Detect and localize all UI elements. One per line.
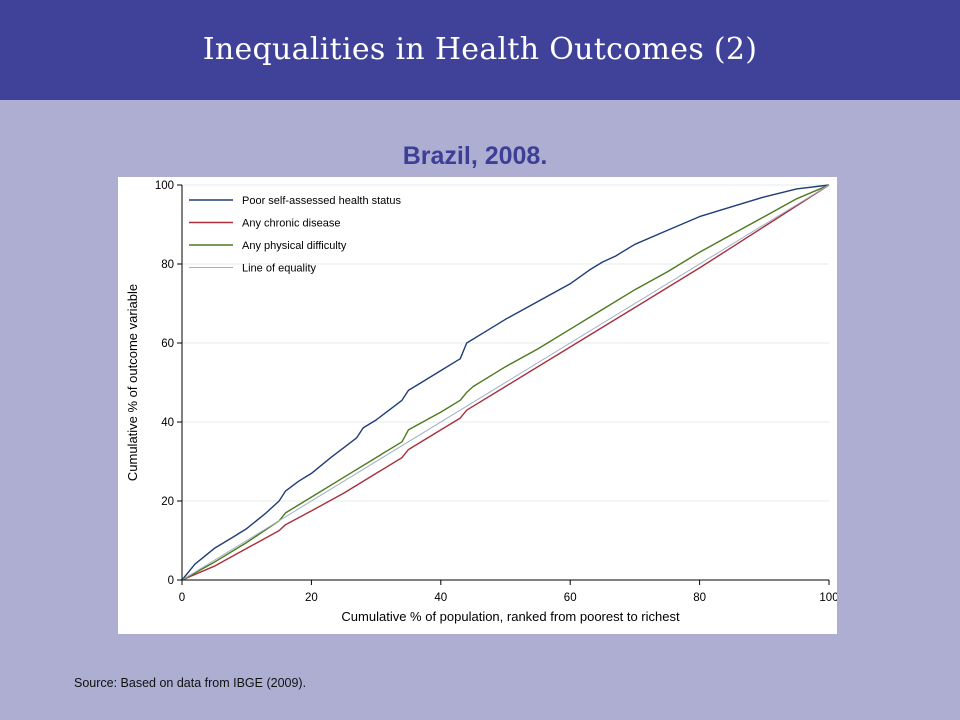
- legend-label-2: Any physical difficulty: [242, 240, 347, 252]
- x-tick-label: 20: [305, 592, 318, 604]
- title-banner: [0, 0, 960, 100]
- legend-label-1: Any chronic disease: [242, 218, 340, 230]
- series-line-1: [181, 184, 830, 581]
- legend-layer: Poor self-assessed health status Any chro…: [189, 195, 401, 275]
- x-tick-label: 60: [564, 592, 577, 604]
- y-tick-label: 100: [155, 180, 174, 192]
- x-tick-label: 100: [819, 592, 837, 604]
- y-axis-title: Cumulative % of outcome variable: [125, 284, 140, 481]
- series-line-2: [181, 184, 830, 581]
- y-tick-label: 40: [161, 417, 174, 429]
- x-tick-label: 40: [434, 592, 447, 604]
- legend-label-0: Poor self-assessed health status: [242, 195, 401, 207]
- legend-label-3: Line of equality: [242, 263, 316, 275]
- axis-layer: 0 20 40 60 80 100 0 20 40 60 80 100: [155, 180, 837, 604]
- y-tick-label: 80: [161, 259, 174, 271]
- chart-panel: 0 20 40 60 80 100 0 20 40 60 80 100 Poor self-asses…: [118, 177, 837, 634]
- y-tick-label: 60: [161, 338, 174, 350]
- concentration-curve-chart: 0 20 40 60 80 100 0 20 40 60 80 100 Poor self-asses…: [125, 180, 837, 624]
- y-tick-label: 20: [161, 496, 174, 508]
- series-line-3: [181, 184, 830, 581]
- slide-title: Inequalities in Health Outcomes (2): [202, 32, 758, 67]
- grid-layer: [182, 184, 829, 502]
- x-tick-label: 0: [179, 592, 185, 604]
- y-tick-label: 0: [168, 575, 174, 587]
- source-note: Source: Based on data from IBGE (2009).: [74, 676, 307, 690]
- chart-title: Brazil, 2008.: [402, 142, 548, 170]
- x-tick-label: 80: [693, 592, 706, 604]
- x-axis-title: Cumulative % of population, ranked from …: [341, 609, 680, 624]
- series-line-0: [181, 184, 830, 581]
- series-layer: [181, 184, 830, 581]
